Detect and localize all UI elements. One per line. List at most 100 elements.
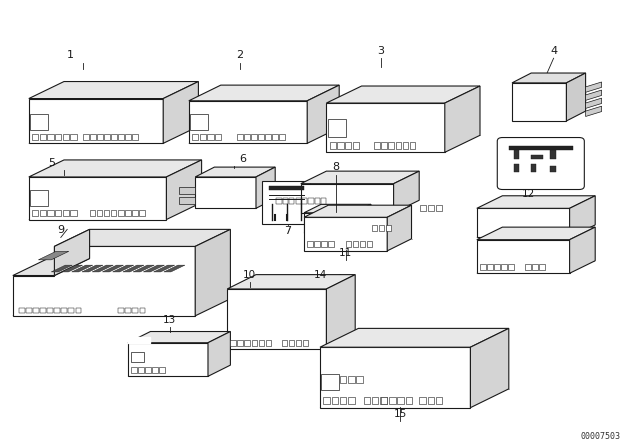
Polygon shape bbox=[289, 198, 294, 204]
Polygon shape bbox=[302, 198, 307, 204]
Polygon shape bbox=[244, 340, 250, 346]
Polygon shape bbox=[265, 134, 271, 140]
Polygon shape bbox=[303, 340, 308, 346]
Polygon shape bbox=[118, 210, 124, 216]
Polygon shape bbox=[388, 142, 394, 149]
Text: 15: 15 bbox=[394, 409, 406, 419]
Text: 6: 6 bbox=[240, 154, 246, 164]
Polygon shape bbox=[152, 367, 158, 373]
Polygon shape bbox=[97, 134, 103, 140]
Text: 3: 3 bbox=[378, 46, 384, 56]
Polygon shape bbox=[304, 204, 371, 213]
Polygon shape bbox=[367, 241, 372, 247]
Polygon shape bbox=[282, 340, 287, 346]
Polygon shape bbox=[586, 82, 602, 92]
Polygon shape bbox=[436, 397, 442, 404]
Polygon shape bbox=[364, 397, 370, 404]
Polygon shape bbox=[32, 134, 38, 140]
Polygon shape bbox=[47, 210, 54, 216]
Polygon shape bbox=[326, 275, 355, 349]
Polygon shape bbox=[164, 265, 185, 272]
Polygon shape bbox=[477, 196, 595, 208]
Polygon shape bbox=[348, 397, 355, 404]
Polygon shape bbox=[55, 210, 61, 216]
Polygon shape bbox=[320, 328, 509, 347]
Polygon shape bbox=[70, 210, 77, 216]
Polygon shape bbox=[237, 134, 243, 140]
Polygon shape bbox=[403, 142, 408, 149]
Polygon shape bbox=[125, 134, 131, 140]
Text: 4: 4 bbox=[550, 46, 557, 56]
Polygon shape bbox=[269, 186, 304, 190]
Text: 13: 13 bbox=[163, 315, 176, 325]
Polygon shape bbox=[139, 210, 145, 216]
Polygon shape bbox=[321, 198, 326, 204]
Text: 8: 8 bbox=[332, 163, 340, 172]
Polygon shape bbox=[397, 397, 404, 404]
Polygon shape bbox=[104, 134, 110, 140]
Polygon shape bbox=[237, 340, 243, 346]
Polygon shape bbox=[262, 181, 310, 224]
Polygon shape bbox=[190, 114, 208, 130]
Polygon shape bbox=[128, 332, 230, 343]
Polygon shape bbox=[428, 397, 434, 404]
Polygon shape bbox=[51, 265, 72, 272]
Polygon shape bbox=[227, 275, 355, 289]
Polygon shape bbox=[307, 241, 313, 247]
Polygon shape bbox=[514, 164, 519, 172]
Polygon shape bbox=[143, 265, 164, 272]
Polygon shape bbox=[76, 308, 81, 313]
Polygon shape bbox=[354, 204, 371, 233]
Polygon shape bbox=[586, 106, 602, 116]
Polygon shape bbox=[83, 134, 89, 140]
Polygon shape bbox=[195, 229, 230, 316]
Polygon shape bbox=[525, 264, 531, 270]
Polygon shape bbox=[374, 142, 380, 149]
Polygon shape bbox=[304, 217, 387, 251]
Polygon shape bbox=[477, 240, 570, 273]
Polygon shape bbox=[47, 308, 53, 313]
Polygon shape bbox=[111, 210, 116, 216]
Polygon shape bbox=[195, 177, 256, 208]
Polygon shape bbox=[353, 142, 359, 149]
Polygon shape bbox=[323, 397, 330, 404]
Polygon shape bbox=[125, 308, 131, 313]
Text: 12: 12 bbox=[522, 190, 534, 199]
Polygon shape bbox=[360, 241, 365, 247]
Polygon shape bbox=[97, 210, 102, 216]
Polygon shape bbox=[487, 264, 493, 270]
Polygon shape bbox=[113, 265, 134, 272]
Polygon shape bbox=[396, 142, 401, 149]
Polygon shape bbox=[132, 210, 138, 216]
Polygon shape bbox=[154, 265, 175, 272]
Polygon shape bbox=[215, 134, 221, 140]
Polygon shape bbox=[539, 264, 545, 270]
Polygon shape bbox=[26, 308, 32, 313]
Text: 10: 10 bbox=[243, 270, 256, 280]
Polygon shape bbox=[227, 289, 326, 349]
Polygon shape bbox=[381, 397, 387, 404]
Polygon shape bbox=[123, 265, 144, 272]
Polygon shape bbox=[406, 397, 412, 404]
Polygon shape bbox=[72, 265, 93, 272]
Polygon shape bbox=[328, 119, 346, 137]
Polygon shape bbox=[92, 265, 113, 272]
Polygon shape bbox=[55, 134, 61, 140]
Polygon shape bbox=[480, 264, 486, 270]
Polygon shape bbox=[61, 308, 67, 313]
Polygon shape bbox=[570, 196, 595, 237]
Polygon shape bbox=[145, 367, 151, 373]
Polygon shape bbox=[128, 343, 208, 376]
Polygon shape bbox=[296, 198, 301, 204]
Polygon shape bbox=[566, 73, 586, 121]
Polygon shape bbox=[118, 134, 124, 140]
Polygon shape bbox=[514, 148, 519, 159]
Polygon shape bbox=[118, 308, 124, 313]
Polygon shape bbox=[346, 241, 351, 247]
Polygon shape bbox=[332, 397, 338, 404]
Polygon shape bbox=[258, 134, 264, 140]
Polygon shape bbox=[70, 134, 77, 140]
Polygon shape bbox=[195, 167, 275, 177]
Text: 2: 2 bbox=[236, 51, 244, 60]
Polygon shape bbox=[276, 198, 282, 204]
